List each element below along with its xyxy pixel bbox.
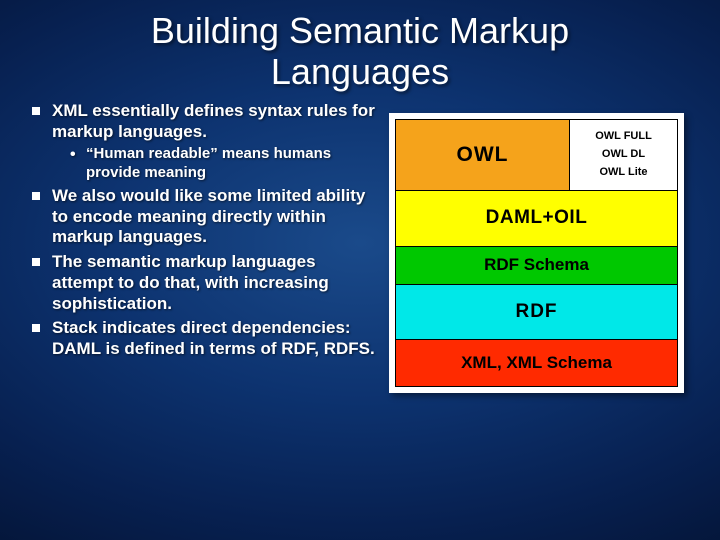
stack-row-daml: DAML+OIL [395,191,678,247]
stack-layer-daml: DAML+OIL [395,191,678,247]
sub-bullet-item: “Human readable” means humans provide me… [70,145,375,182]
stack-row-rdf: RDF [395,285,678,340]
sub-bullet-list: “Human readable” means humans provide me… [52,145,375,182]
title-line-2: Languages [271,51,449,92]
slide-title: Building Semantic Markup Languages [0,0,720,93]
bullet-item-3: The semantic markup languages attempt to… [30,252,375,314]
stack-row-rdfs: RDF Schema [395,247,678,285]
stack-row-xml: XML, XML Schema [395,340,678,387]
owl-variant-dl: OWL DL [602,146,645,163]
title-line-1: Building Semantic Markup [151,10,569,51]
owl-variant-lite: OWL Lite [599,164,647,181]
bullet-item-4: Stack indicates direct dependencies: DAM… [30,318,375,359]
bullet-item-2: We also would like some limited ability … [30,186,375,248]
stack-layer-xml: XML, XML Schema [395,340,678,387]
stack-layer-owl-variants: OWL FULL OWL DL OWL Lite [569,119,678,191]
bullet-text: XML essentially defines syntax rules for… [52,101,375,141]
stack-layer-rdf: RDF [395,285,678,340]
bullet-item-1: XML essentially defines syntax rules for… [30,101,375,182]
stack-layer-owl: OWL [395,119,569,191]
stack-diagram: OWL OWL FULL OWL DL OWL Lite DAML+OIL RD… [389,113,684,393]
stack-layer-rdfs: RDF Schema [395,247,678,285]
owl-variant-full: OWL FULL [595,128,652,145]
stack-row-owl: OWL OWL FULL OWL DL OWL Lite [395,119,678,191]
bullet-list: XML essentially defines syntax rules for… [30,101,375,360]
stack-diagram-container: OWL OWL FULL OWL DL OWL Lite DAML+OIL RD… [389,113,687,393]
content-area: XML essentially defines syntax rules for… [0,93,720,393]
bullet-list-container: XML essentially defines syntax rules for… [30,101,375,393]
